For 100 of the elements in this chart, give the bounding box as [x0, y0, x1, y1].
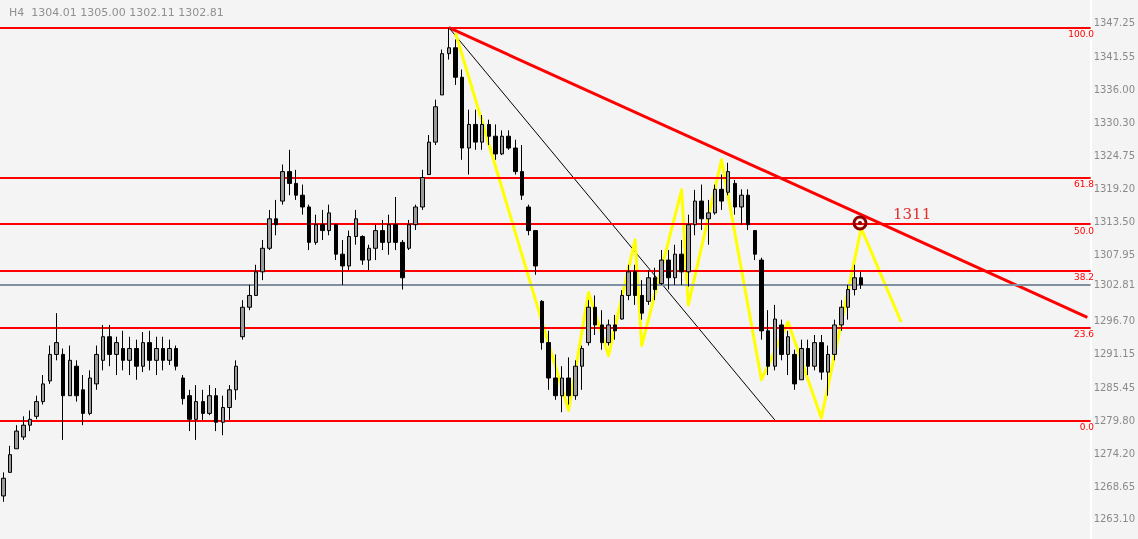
y-tick-label: 1336.00 — [1093, 83, 1136, 95]
candlestick — [553, 353, 558, 401]
candlestick — [34, 395, 39, 420]
candlestick — [566, 356, 571, 406]
candlestick — [746, 188, 750, 231]
candlestick — [214, 387, 218, 432]
candlestick — [626, 264, 631, 301]
y-tick-label: 1307.95 — [1093, 248, 1136, 260]
candlestick — [147, 330, 152, 371]
candlestick — [81, 374, 85, 426]
candlestick — [706, 199, 711, 246]
candlestick — [107, 324, 112, 367]
candlestick — [713, 184, 717, 216]
candlestick — [21, 415, 26, 441]
candlestick — [620, 289, 624, 321]
candlestick — [526, 204, 531, 236]
candlestick — [54, 312, 59, 361]
candlestick — [646, 269, 651, 306]
candlestick — [41, 374, 45, 406]
candlestick — [453, 39, 458, 86]
candlestick — [766, 309, 770, 376]
candlestick — [586, 299, 591, 347]
candlestick — [733, 179, 737, 216]
annotation: 50.0 — [1073, 225, 1095, 236]
candlestick — [340, 239, 345, 286]
candlestick — [433, 99, 438, 146]
candlestick — [207, 384, 212, 416]
candlestick — [427, 134, 431, 176]
y-tick-label: 1324.75 — [1093, 149, 1136, 161]
y-tick-label: 1296.70 — [1093, 315, 1136, 327]
annotation: 23.6 — [1073, 329, 1095, 340]
y-tick-label: 1319.20 — [1093, 182, 1136, 194]
candlestick — [859, 271, 863, 290]
annotation: 0.0 — [1079, 421, 1095, 432]
candlestick — [606, 319, 611, 347]
y-tick-label: 1263.10 — [1093, 513, 1136, 525]
candlestick — [659, 249, 664, 286]
candlestick — [852, 264, 857, 296]
y-tick-label: 1274.20 — [1093, 447, 1136, 459]
candlestick — [440, 49, 444, 96]
candlestick — [88, 369, 92, 416]
candlestick — [633, 264, 637, 306]
candlestick — [846, 284, 850, 321]
candlestick — [580, 345, 584, 391]
candlestick — [61, 348, 65, 441]
candlestick — [347, 230, 351, 271]
candlestick — [380, 219, 385, 251]
candlestick — [480, 114, 484, 151]
annotation: 38.2 — [1073, 271, 1095, 282]
candlestick — [726, 162, 730, 196]
candlestick — [294, 169, 298, 201]
candlestick — [174, 345, 178, 371]
candlestick — [127, 336, 132, 376]
candlestick — [832, 319, 837, 361]
candlestick — [354, 209, 358, 246]
candlestick — [799, 339, 804, 381]
candlestick — [260, 239, 265, 281]
candlestick — [48, 345, 52, 385]
candlestick — [387, 214, 391, 256]
candlestick — [320, 209, 325, 241]
candlestick — [653, 267, 657, 301]
y-tick-label: 1291.15 — [1093, 348, 1136, 360]
candlestick — [141, 331, 145, 373]
candlestick — [533, 230, 538, 276]
candlestick — [839, 299, 844, 332]
y-tick-label: 1330.30 — [1093, 117, 1136, 129]
candlestick — [221, 395, 225, 436]
candlestick — [759, 257, 764, 341]
y-tick-label: 1268.65 — [1093, 480, 1136, 492]
candlestick — [753, 230, 757, 261]
candlestick — [473, 109, 478, 151]
candlestick — [280, 164, 285, 206]
y-tick-label: 1285.45 — [1093, 381, 1136, 393]
candlestick — [121, 330, 125, 371]
candlestick — [773, 304, 777, 371]
text: H4 1304.01 1305.00 1302.11 1302.81 — [9, 6, 224, 19]
candlestick — [792, 349, 797, 391]
candlestick — [68, 345, 72, 397]
candlestick — [686, 214, 691, 288]
candlestick — [134, 339, 139, 381]
candlestick — [334, 224, 338, 261]
candlestick — [227, 384, 232, 421]
candlestick — [467, 109, 471, 176]
y-tick-label: 1341.55 — [1093, 50, 1136, 62]
candlestick — [240, 299, 245, 341]
candlestick — [420, 169, 425, 211]
candlestick — [719, 174, 724, 211]
candlestick — [506, 129, 511, 151]
candlestick — [826, 345, 830, 397]
annotation: 61.8 — [1073, 179, 1095, 190]
candlestick — [513, 139, 518, 176]
candlestick — [393, 196, 398, 251]
candlestick — [201, 389, 205, 421]
candlestick — [573, 359, 578, 401]
candlestick — [114, 336, 119, 376]
candlestick — [540, 299, 544, 351]
candlestick — [154, 336, 159, 376]
candlestick — [167, 339, 172, 366]
candlestick — [274, 199, 278, 236]
candlestick — [327, 204, 331, 236]
